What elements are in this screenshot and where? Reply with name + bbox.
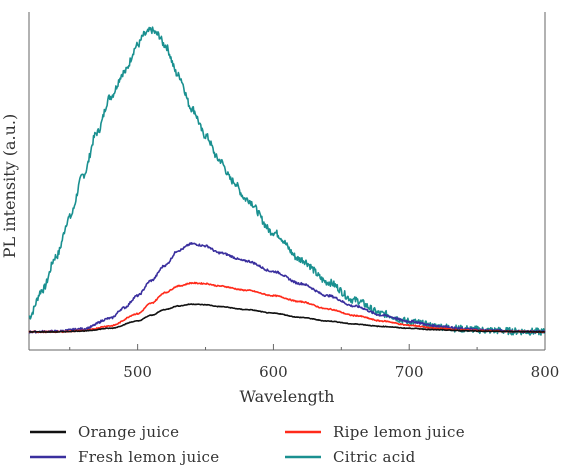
legend-label: Ripe lemon juice <box>333 423 465 441</box>
legend-label: Citric acid <box>333 448 416 466</box>
legend: Orange juice Fresh lemon juice Ripe lemon … <box>30 423 465 466</box>
series-line-fresh-lemon-juice <box>28 242 546 334</box>
x-tick-label: 500 <box>123 363 152 381</box>
legend-label: Fresh lemon juice <box>78 448 219 466</box>
x-axis-title: Wavelength <box>240 387 335 406</box>
series-line-citric-acid <box>28 26 546 336</box>
legend-label: Orange juice <box>78 423 179 441</box>
series-lines <box>28 26 546 336</box>
series-line-orange-juice <box>28 303 546 333</box>
axes: 500 600 700 800 <box>69 344 560 381</box>
x-tick-label: 600 <box>259 363 288 381</box>
y-axis-title: PL intensity (a.u.) <box>0 114 19 258</box>
x-tick-label: 800 <box>531 363 560 381</box>
series-line-ripe-lemon-juice <box>28 281 546 334</box>
x-tick-label: 700 <box>395 363 424 381</box>
